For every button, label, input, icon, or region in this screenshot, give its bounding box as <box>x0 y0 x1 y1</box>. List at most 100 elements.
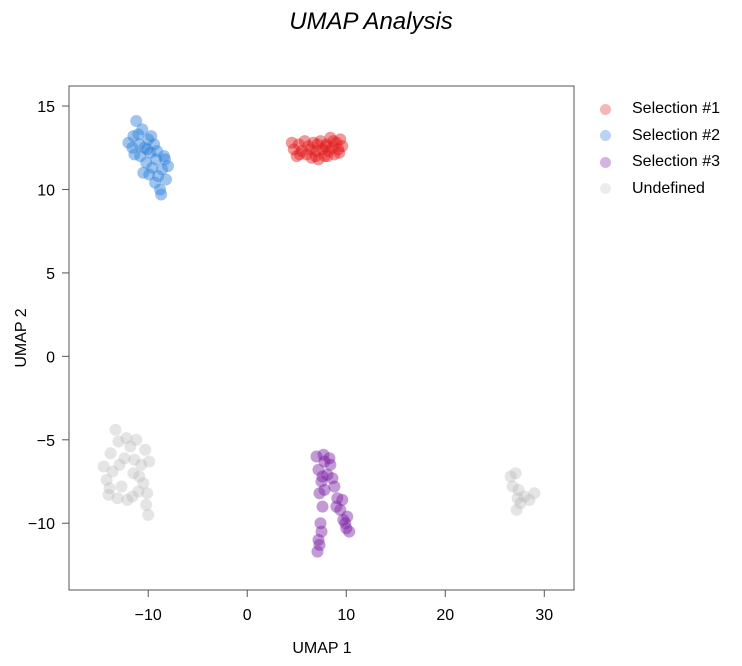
x-tick-label-3: 20 <box>436 607 454 624</box>
y-tick-label-0: 15 <box>37 99 55 116</box>
point-undefined-27 <box>128 453 141 466</box>
legend-item-undefined[interactable]: Undefined <box>600 176 720 203</box>
point-selection-2-14 <box>154 183 167 196</box>
point-undefined-1 <box>100 473 113 486</box>
point-undefined-33 <box>514 497 527 510</box>
point-selection-3-16 <box>340 522 353 535</box>
x-axis: −10 0 10 20 30 <box>135 590 553 624</box>
point-undefined-32 <box>510 503 523 516</box>
point-selection-1-16 <box>322 145 335 158</box>
point-undefined-23 <box>120 432 133 445</box>
point-selection-1-8 <box>305 151 318 164</box>
point-undefined-4 <box>106 465 119 478</box>
point-undefined-22 <box>103 482 116 495</box>
point-selection-3-10 <box>311 545 324 558</box>
point-selection-3-19 <box>336 493 349 506</box>
point-undefined-7 <box>115 480 128 493</box>
point-selection-2-19 <box>127 130 140 143</box>
point-selection-3-13 <box>331 492 344 505</box>
point-selection-2-18 <box>162 160 174 173</box>
point-undefined-3 <box>104 447 117 460</box>
point-undefined-36 <box>528 487 541 500</box>
point-undefined-5 <box>109 423 122 436</box>
point-selection-2-28 <box>143 168 156 181</box>
point-selection-3-6 <box>313 487 326 500</box>
point-selection-3-21 <box>318 483 331 496</box>
series-selection-2 <box>122 115 174 201</box>
point-selection-1-7 <box>302 140 315 153</box>
point-selection-2-15 <box>156 163 169 176</box>
points-layer <box>97 115 541 558</box>
point-selection-3-14 <box>334 503 347 516</box>
point-selection-1-15 <box>320 138 333 151</box>
point-selection-2-29 <box>151 145 164 158</box>
point-undefined-10 <box>124 440 137 453</box>
point-selection-2-5 <box>136 123 149 136</box>
point-undefined-19 <box>139 443 152 456</box>
point-undefined-0 <box>97 460 110 473</box>
legend-label-selection-2: Selection #2 <box>632 126 721 144</box>
point-undefined-25 <box>141 487 154 500</box>
point-selection-3-22 <box>323 452 336 465</box>
point-selection-3-3 <box>318 455 331 468</box>
point-selection-1-17 <box>324 131 337 144</box>
point-selection-3-9 <box>312 533 325 546</box>
point-undefined-29 <box>506 480 519 493</box>
legend-swatch-selection-2 <box>600 130 611 142</box>
point-selection-1-12 <box>314 135 327 148</box>
point-selection-3-23 <box>317 448 330 461</box>
point-undefined-12 <box>130 433 143 446</box>
point-selection-1-9 <box>307 136 320 149</box>
point-selection-1-24 <box>293 148 306 161</box>
point-selection-1-18 <box>326 141 339 154</box>
point-undefined-13 <box>132 485 145 498</box>
point-undefined-26 <box>111 492 124 505</box>
point-selection-1-6 <box>300 148 313 161</box>
point-selection-1-28 <box>327 135 340 148</box>
point-selection-2-26 <box>137 166 150 179</box>
point-undefined-11 <box>127 467 140 480</box>
point-selection-1-23 <box>336 140 349 153</box>
legend-swatch-undefined <box>600 183 611 195</box>
x-tick-label-2: 10 <box>337 607 355 624</box>
point-selection-1-21 <box>332 143 345 156</box>
point-undefined-18 <box>143 455 156 468</box>
point-selection-2-25 <box>159 153 171 166</box>
point-selection-3-11 <box>313 538 326 551</box>
chart-title: UMAP Analysis <box>289 8 453 35</box>
y-tick-label-2: 5 <box>46 266 55 283</box>
series-selection-1 <box>285 131 349 166</box>
point-selection-2-11 <box>148 138 161 151</box>
legend-item-selection-2[interactable]: Selection #2 <box>600 123 720 150</box>
point-undefined-9 <box>121 493 134 506</box>
point-selection-2-2 <box>130 115 143 127</box>
point-selection-2-13 <box>152 170 165 183</box>
point-selection-3-8 <box>314 517 327 530</box>
point-undefined-21 <box>113 458 126 471</box>
point-selection-1-4 <box>295 145 308 158</box>
point-selection-2-12 <box>150 153 163 166</box>
point-undefined-2 <box>102 488 115 501</box>
point-selection-3-18 <box>330 500 343 513</box>
point-undefined-17 <box>142 508 155 521</box>
legend-item-selection-3[interactable]: Selection #3 <box>600 149 720 176</box>
point-selection-2-8 <box>142 133 155 146</box>
point-selection-1-29 <box>333 146 346 159</box>
point-selection-1-0 <box>285 136 298 149</box>
point-selection-3-0 <box>310 450 323 463</box>
point-selection-1-20 <box>330 136 343 149</box>
point-selection-2-20 <box>133 138 146 151</box>
y-tick-label-4: −5 <box>37 433 55 450</box>
plot-frame <box>68 85 575 591</box>
legend-swatch-selection-1 <box>600 103 611 115</box>
point-selection-2-1 <box>126 141 139 154</box>
point-selection-1-14 <box>318 150 331 163</box>
y-axis: 15 10 5 0 −5 −10 <box>28 99 69 533</box>
point-selection-3-26 <box>316 470 329 483</box>
point-selection-1-19 <box>328 148 341 161</box>
point-undefined-34 <box>518 490 531 503</box>
legend-item-selection-1[interactable]: Selection #1 <box>600 96 720 123</box>
point-selection-1-11 <box>312 153 325 166</box>
point-selection-1-25 <box>304 143 317 156</box>
